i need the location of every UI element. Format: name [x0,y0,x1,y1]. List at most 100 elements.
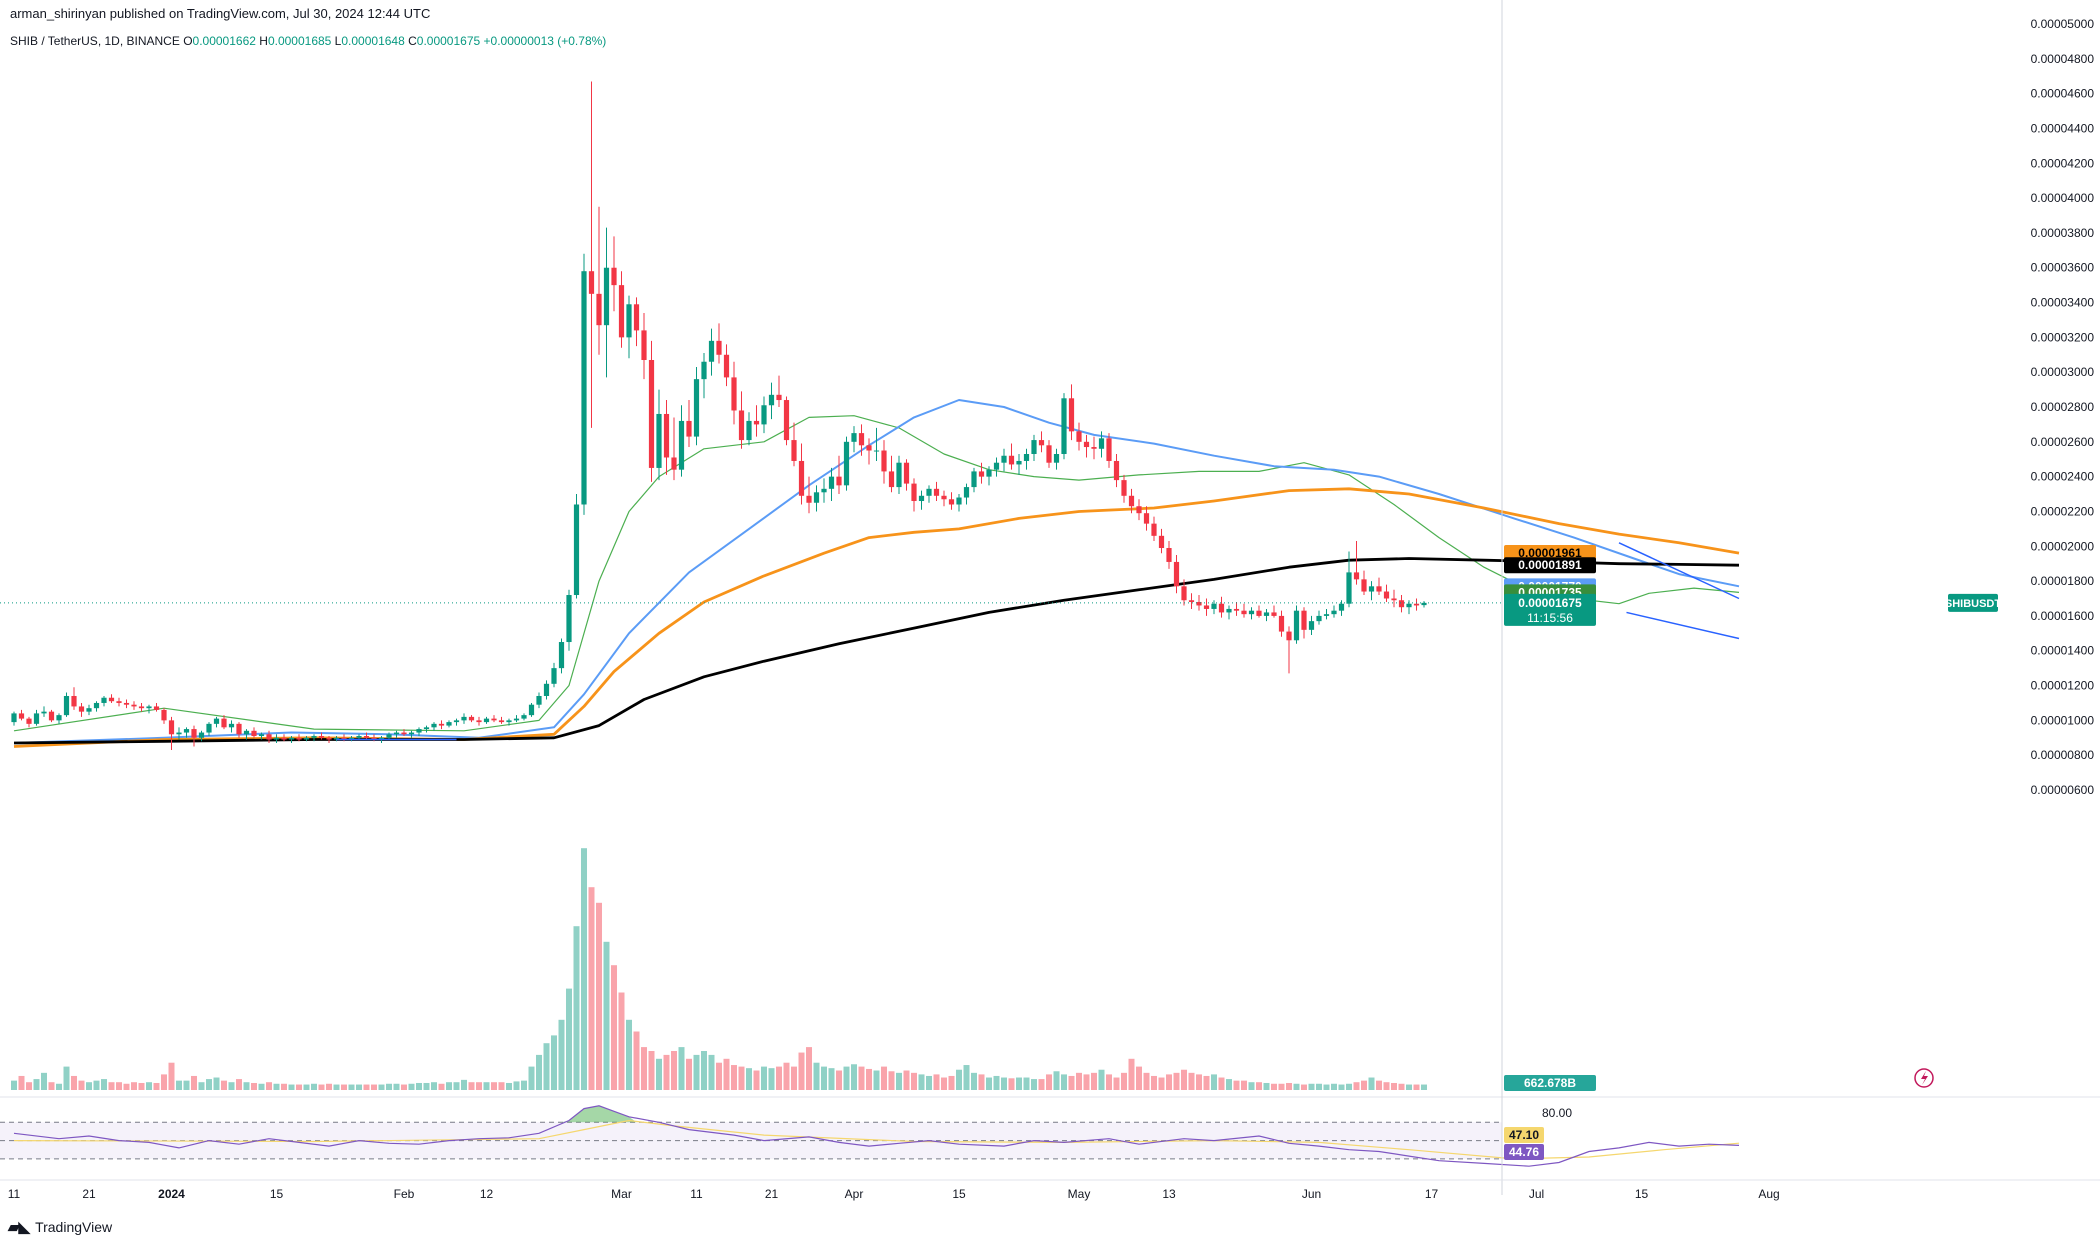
candle-body [866,445,872,451]
volume-bar [903,1070,910,1090]
volume-bar [371,1084,377,1090]
candle-body [1323,614,1330,616]
volume-bar [633,1031,640,1090]
volume-bar [423,1082,430,1090]
candle-body [401,732,407,735]
volume-bar [1323,1084,1330,1090]
volume-bar [393,1083,400,1090]
volume-bar [843,1066,850,1090]
candle-body [1248,610,1255,615]
volume-bar [378,1084,385,1090]
time-tick-label: 21 [765,1187,779,1201]
volume-bar [776,1066,782,1090]
price-tick-label: 0.00004000 [2031,191,2095,205]
symbol-name[interactable]: SHIB / TetherUS, 1D, BINANCE [10,34,180,48]
time-tick-label: 13 [1162,1187,1176,1201]
time-tick-label: Jun [1302,1187,1321,1201]
candle-body [168,720,175,735]
candle-body [1368,586,1375,592]
volume-bar [1068,1075,1075,1090]
candle-body [1413,603,1420,606]
candle-body [1188,600,1195,602]
volume-bar [1203,1075,1210,1090]
volume-bar [656,1058,662,1090]
candle-body [761,405,767,425]
price-axis[interactable]: 0.00005000 0.00004800 0.00004600 0.00004400… [1501,0,2095,1195]
candle-body [1016,460,1022,465]
volume-bar [161,1074,167,1090]
volume-bar [1278,1083,1285,1090]
volume-bar [753,1070,760,1090]
volume-bar [213,1077,220,1090]
candle-body [611,267,617,286]
candle-body [1398,600,1405,608]
last-price-label: 0.00001675 [1518,596,1582,610]
candle-body [491,718,497,721]
price-tick-label: 0.00001800 [2031,574,2095,588]
candle-body [648,359,655,468]
volume-bar [266,1082,272,1090]
candle-body [33,713,40,724]
candle-body [41,711,47,714]
publisher-line: arman_shirinyan published on TradingView… [10,6,431,21]
volume-bar [768,1068,775,1090]
candle-body [1023,454,1030,461]
volume-bar [611,965,617,1090]
ohlc-c: C0.00001675 [404,34,481,48]
candle-body [11,713,17,723]
volume-bar [206,1079,212,1090]
tradingview-brand[interactable]: ▰◣ TradingView [8,1218,112,1236]
candle-body [686,420,692,437]
volume-bar [626,1019,632,1090]
candle-body [356,736,362,738]
candle-body [63,695,70,716]
candle-body [708,340,715,362]
volume-bar [26,1082,32,1090]
volume-bar [356,1084,362,1090]
candle-body [1083,441,1090,448]
time-axis[interactable]: 11 21 2024 15 Feb 12 Mar 11 21 Apr 15 May 13 Jun 17 Jul… [0,1179,2100,1201]
price-tick-label: 0.00003000 [2031,365,2095,379]
candles[interactable] [11,81,1427,750]
volume-bar [386,1083,392,1090]
candle-body [266,734,272,740]
volume-bar [1421,1084,1427,1090]
volume-bar [933,1074,940,1090]
time-tick-label: 15 [1635,1187,1649,1201]
candle-body [1353,572,1360,580]
volume-bar [506,1082,512,1090]
time-tick-label: Apr [845,1187,864,1201]
volume-bar [708,1054,715,1090]
symbol-legend[interactable]: SHIB / TetherUS, 1D, BINANCE O0.00001662… [10,34,606,48]
candle-body [1106,438,1112,461]
volume-bar [993,1075,1000,1090]
candle-body [393,732,400,735]
candle-body [993,462,1000,470]
price-tick-label: 0.00000600 [2031,783,2095,797]
candle-body [1181,586,1187,601]
candle-body [1068,398,1075,432]
price-tick-label: 0.00001200 [2031,679,2095,693]
time-tick-label: 11 [8,1187,21,1201]
volume-bar [476,1082,482,1090]
volume-bar [146,1082,152,1090]
candle-body [153,706,160,710]
candle-body [873,450,880,452]
volume-bar [1263,1082,1270,1090]
volume-bar [483,1082,490,1090]
candle-body [191,729,197,738]
trendlines[interactable] [336,542,1740,741]
volume-bar [851,1064,857,1090]
volume-bar [528,1066,535,1090]
candle-body [1226,608,1232,613]
candle-body [821,488,827,493]
candle-body [888,471,895,488]
candle-body [431,723,437,728]
candle-body [656,413,662,468]
volume-bar [18,1075,25,1090]
candle-body [1121,480,1127,496]
candle-body [476,720,482,723]
candle-body [438,723,445,726]
